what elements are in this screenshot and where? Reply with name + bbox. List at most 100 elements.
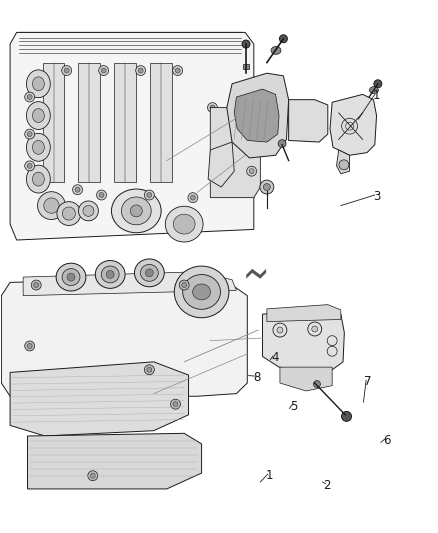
- Circle shape: [31, 280, 41, 290]
- Circle shape: [247, 166, 257, 176]
- Ellipse shape: [173, 214, 195, 234]
- Ellipse shape: [26, 133, 50, 161]
- Circle shape: [64, 68, 69, 73]
- Ellipse shape: [174, 266, 229, 318]
- Ellipse shape: [32, 77, 44, 91]
- Circle shape: [182, 282, 187, 287]
- Polygon shape: [246, 269, 266, 279]
- Ellipse shape: [32, 140, 44, 154]
- Ellipse shape: [95, 261, 125, 288]
- Text: 8: 8: [254, 371, 261, 384]
- Circle shape: [314, 381, 321, 387]
- Circle shape: [62, 207, 75, 220]
- Polygon shape: [210, 108, 260, 198]
- Circle shape: [263, 183, 270, 190]
- Polygon shape: [114, 62, 136, 182]
- Circle shape: [27, 164, 32, 168]
- Circle shape: [44, 198, 59, 213]
- Circle shape: [312, 326, 318, 332]
- Circle shape: [210, 105, 215, 110]
- Polygon shape: [262, 309, 344, 372]
- Polygon shape: [78, 62, 100, 182]
- Ellipse shape: [141, 264, 158, 281]
- Circle shape: [277, 327, 283, 333]
- Circle shape: [136, 66, 145, 76]
- Circle shape: [339, 160, 349, 170]
- Circle shape: [179, 280, 189, 290]
- Circle shape: [25, 161, 35, 171]
- Circle shape: [88, 471, 98, 481]
- Ellipse shape: [145, 269, 153, 277]
- Text: 6: 6: [383, 434, 390, 447]
- Ellipse shape: [111, 189, 161, 233]
- Circle shape: [145, 365, 154, 375]
- Circle shape: [173, 402, 178, 407]
- Circle shape: [278, 140, 286, 148]
- Text: 2: 2: [323, 479, 331, 492]
- Polygon shape: [234, 89, 279, 142]
- Circle shape: [96, 190, 106, 200]
- Ellipse shape: [370, 87, 378, 94]
- Circle shape: [173, 66, 183, 76]
- Polygon shape: [227, 73, 289, 158]
- Circle shape: [83, 205, 94, 216]
- Circle shape: [279, 35, 287, 43]
- Ellipse shape: [62, 269, 80, 286]
- Polygon shape: [150, 62, 172, 182]
- Polygon shape: [10, 362, 188, 436]
- Circle shape: [221, 158, 226, 163]
- Text: 5: 5: [290, 400, 297, 413]
- Circle shape: [78, 201, 99, 221]
- Circle shape: [25, 92, 35, 102]
- Circle shape: [188, 193, 198, 203]
- Circle shape: [34, 282, 39, 287]
- Circle shape: [374, 80, 382, 88]
- Circle shape: [25, 129, 35, 139]
- Circle shape: [249, 168, 254, 174]
- Polygon shape: [23, 272, 237, 296]
- Circle shape: [191, 195, 195, 200]
- Circle shape: [27, 132, 32, 136]
- Polygon shape: [267, 305, 341, 321]
- Circle shape: [147, 367, 152, 372]
- Circle shape: [208, 103, 217, 112]
- Circle shape: [170, 399, 180, 409]
- Polygon shape: [28, 433, 201, 489]
- Ellipse shape: [32, 109, 44, 123]
- Circle shape: [138, 68, 143, 73]
- Circle shape: [101, 68, 106, 73]
- Circle shape: [242, 40, 250, 48]
- Circle shape: [342, 411, 351, 422]
- Text: 7: 7: [364, 375, 371, 389]
- Circle shape: [90, 473, 95, 478]
- Polygon shape: [43, 62, 64, 182]
- Circle shape: [27, 343, 32, 349]
- Polygon shape: [208, 142, 234, 187]
- Polygon shape: [289, 100, 328, 142]
- Text: 4: 4: [271, 351, 279, 364]
- Ellipse shape: [32, 172, 44, 186]
- Circle shape: [25, 341, 35, 351]
- Circle shape: [219, 156, 228, 166]
- Circle shape: [260, 180, 274, 194]
- Circle shape: [62, 66, 72, 76]
- Circle shape: [147, 192, 152, 198]
- Ellipse shape: [165, 206, 203, 242]
- Ellipse shape: [106, 270, 114, 278]
- Text: 1: 1: [265, 469, 273, 482]
- Polygon shape: [280, 367, 332, 391]
- Ellipse shape: [26, 165, 50, 193]
- Polygon shape: [10, 33, 254, 240]
- Text: 3: 3: [373, 190, 380, 203]
- Circle shape: [99, 192, 104, 198]
- Text: 1: 1: [373, 90, 380, 102]
- Polygon shape: [1, 277, 247, 396]
- Polygon shape: [330, 94, 377, 155]
- Circle shape: [57, 201, 81, 225]
- Polygon shape: [336, 150, 350, 174]
- Ellipse shape: [26, 70, 50, 98]
- Polygon shape: [243, 64, 250, 69]
- Ellipse shape: [131, 205, 142, 217]
- Circle shape: [38, 192, 65, 220]
- Ellipse shape: [271, 46, 281, 54]
